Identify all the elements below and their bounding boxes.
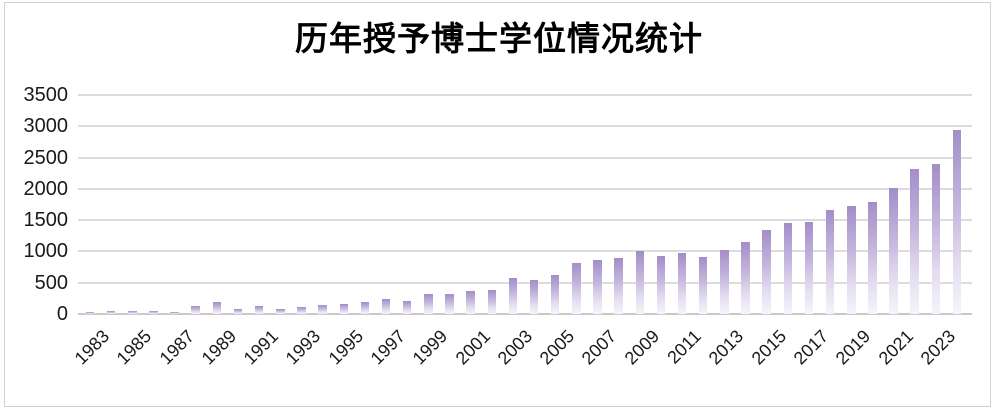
bar-2014 xyxy=(741,242,750,314)
y-tick-2000: 2000 xyxy=(23,177,69,200)
bar-2000 xyxy=(445,294,454,314)
y-tick-1500: 1500 xyxy=(23,209,69,232)
bar-2009 xyxy=(635,250,645,314)
bar-1991 xyxy=(254,305,264,314)
gridline-2500 xyxy=(78,156,972,159)
bar-2017 xyxy=(804,221,814,314)
bar-2022 xyxy=(910,168,919,314)
x-tick-2021: 2021 xyxy=(874,326,917,369)
bar-2011 xyxy=(677,253,687,314)
bar-2021 xyxy=(889,187,898,314)
chart-frame xyxy=(4,2,991,407)
bar-2016 xyxy=(783,222,793,314)
gridline-3000 xyxy=(78,125,972,128)
bar-1990 xyxy=(233,309,243,314)
y-tick-3000: 3000 xyxy=(23,115,69,138)
bar-2001 xyxy=(466,291,475,314)
y-tick-500: 500 xyxy=(34,271,68,294)
x-tick-2017: 2017 xyxy=(789,326,833,369)
bar-1987 xyxy=(170,312,179,314)
bar-2012 xyxy=(698,257,708,314)
bar-2023 xyxy=(931,164,941,314)
gridline-3500 xyxy=(78,94,972,96)
bar-1989 xyxy=(212,301,222,314)
bar-2002 xyxy=(487,289,497,314)
y-axis-labels: 0 500 1000 1500 2000 2500 3000 3500 xyxy=(6,84,69,335)
bar-1993 xyxy=(297,306,306,314)
bar-2010 xyxy=(656,256,666,314)
x-tick-1997: 1997 xyxy=(366,326,410,369)
bar-1985 xyxy=(128,311,137,314)
bar-1983 xyxy=(85,312,95,314)
x-tick-1999: 1999 xyxy=(409,326,452,369)
bar-1986 xyxy=(149,310,158,314)
bar-1997 xyxy=(381,299,391,314)
bar-1996 xyxy=(360,302,370,314)
x-tick-1987: 1987 xyxy=(155,326,198,369)
x-tick-1995: 1995 xyxy=(324,326,367,369)
y-tick-0: 0 xyxy=(56,303,68,325)
plot-area xyxy=(78,94,972,315)
y-tick-2500: 2500 xyxy=(23,146,69,169)
bar-2008 xyxy=(614,258,623,314)
x-tick-2005: 2005 xyxy=(535,326,579,369)
bar-2006 xyxy=(572,263,581,314)
bar-1995 xyxy=(339,303,348,314)
bar-2005 xyxy=(550,275,560,314)
x-tick-2007: 2007 xyxy=(578,326,621,369)
x-tick-1983: 1983 xyxy=(70,326,114,369)
bar-1988 xyxy=(191,305,200,314)
gridline-2000 xyxy=(78,187,972,190)
x-tick-2003: 2003 xyxy=(493,326,537,369)
y-tick-3500: 3500 xyxy=(23,84,69,106)
bar-2004 xyxy=(529,279,539,314)
bar-2018 xyxy=(825,209,835,314)
bar-2013 xyxy=(720,249,729,314)
bar-2020 xyxy=(868,202,877,314)
x-tick-2009: 2009 xyxy=(620,326,663,369)
gridline-0 xyxy=(78,313,972,315)
bar-2019 xyxy=(847,206,856,314)
x-tick-1985: 1985 xyxy=(112,326,156,369)
x-tick-2013: 2013 xyxy=(705,326,748,369)
bar-1992 xyxy=(276,308,285,314)
bar-2024 xyxy=(952,129,962,314)
x-tick-1991: 1991 xyxy=(239,326,283,369)
x-tick-2001: 2001 xyxy=(451,326,494,369)
x-tick-1989: 1989 xyxy=(197,326,241,369)
x-tick-2011: 2011 xyxy=(663,326,706,368)
bar-2003 xyxy=(508,278,518,314)
gridline-500 xyxy=(78,281,972,284)
x-axis-labels: 1983 1985 1987 1989 1991 1993 1995 1997 1999 2001… xyxy=(71,314,972,404)
chart-title: 历年授予博士学位情况统计 xyxy=(295,20,703,57)
bar-1984 xyxy=(106,310,116,314)
gridline-1000 xyxy=(78,250,972,253)
x-tick-2023: 2023 xyxy=(916,326,959,369)
bar-2015 xyxy=(762,230,771,314)
gridline-1500 xyxy=(78,219,972,222)
x-tick-2019: 2019 xyxy=(831,326,875,369)
x-tick-2015: 2015 xyxy=(747,326,790,369)
y-tick-1000: 1000 xyxy=(23,240,69,263)
bar-1998 xyxy=(402,300,412,314)
bar-1994 xyxy=(318,305,327,314)
bar-2007 xyxy=(593,260,602,314)
bar-1999 xyxy=(424,293,433,314)
x-tick-1993: 1993 xyxy=(282,326,325,369)
